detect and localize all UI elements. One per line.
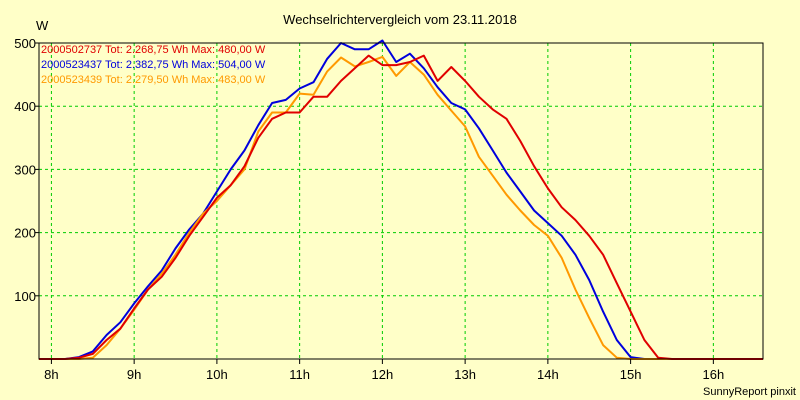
y-tick-label: 300 [14, 162, 36, 177]
x-tick-label: 11h [289, 367, 310, 382]
series-line-1 [39, 54, 763, 360]
x-tick-label: 13h [454, 367, 476, 382]
legend-entry: 2000523439 Tot: 2.279,50 Wh Max: 483,00 … [41, 74, 266, 86]
legend-entry: 2000523437 Tot: 2.382,75 Wh Max: 504,00 … [41, 59, 266, 71]
plot-frame [38, 42, 764, 360]
legend: 2000502737 Tot: 2.268,75 Wh Max: 480,00 … [41, 44, 266, 86]
footer-credit: SunnyReport pinxit [703, 386, 796, 398]
x-tick-label: 12h [372, 367, 394, 382]
x-tick-label: 8h [44, 367, 58, 382]
y-tick-label: 400 [14, 99, 36, 114]
x-tick-label: 15h [620, 367, 642, 382]
x-axis-ticks: 8h 9h 10h 11h 12h 13h 14h 15h 16h [44, 359, 724, 382]
x-tick-label: 10h [206, 367, 228, 382]
y-axis-ticks: 100 200 300 400 500 [14, 36, 39, 304]
x-tick-label: 14h [537, 367, 559, 382]
y-tick-label: 200 [14, 226, 36, 241]
chart-title: Wechselrichtervergleich vom 23.11.2018 [283, 12, 517, 27]
legend-entry: 2000502737 Tot: 2.268,75 Wh Max: 480,00 … [41, 44, 266, 56]
y-axis-label: W [36, 18, 49, 33]
x-tick-label: 16h [703, 367, 725, 382]
y-tick-label: 100 [14, 289, 36, 304]
x-tick-label: 9h [127, 367, 141, 382]
y-tick-label: 500 [14, 36, 36, 51]
